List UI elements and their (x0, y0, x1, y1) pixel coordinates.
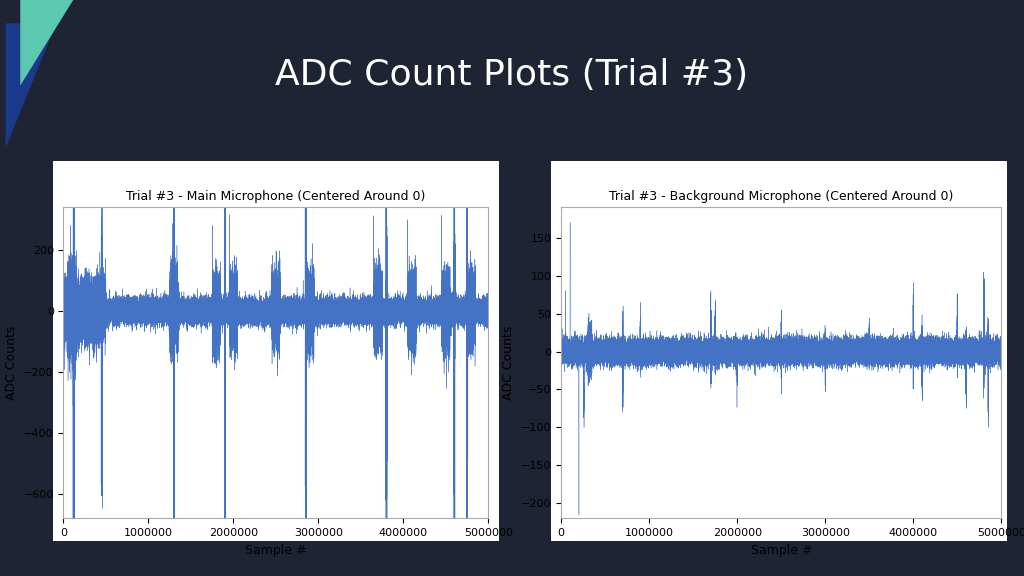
X-axis label: Sample #: Sample # (245, 544, 307, 556)
Y-axis label: ADC Counts: ADC Counts (5, 325, 17, 400)
Title: Trial #3 - Main Microphone (Centered Around 0): Trial #3 - Main Microphone (Centered Aro… (126, 191, 426, 203)
Text: ADC Count Plots (Trial #3): ADC Count Plots (Trial #3) (275, 58, 749, 92)
Polygon shape (20, 0, 74, 86)
X-axis label: Sample #: Sample # (751, 544, 812, 556)
Polygon shape (6, 23, 56, 147)
Title: Trial #3 - Background Microphone (Centered Around 0): Trial #3 - Background Microphone (Center… (609, 191, 953, 203)
Y-axis label: ADC Counts: ADC Counts (503, 325, 515, 400)
